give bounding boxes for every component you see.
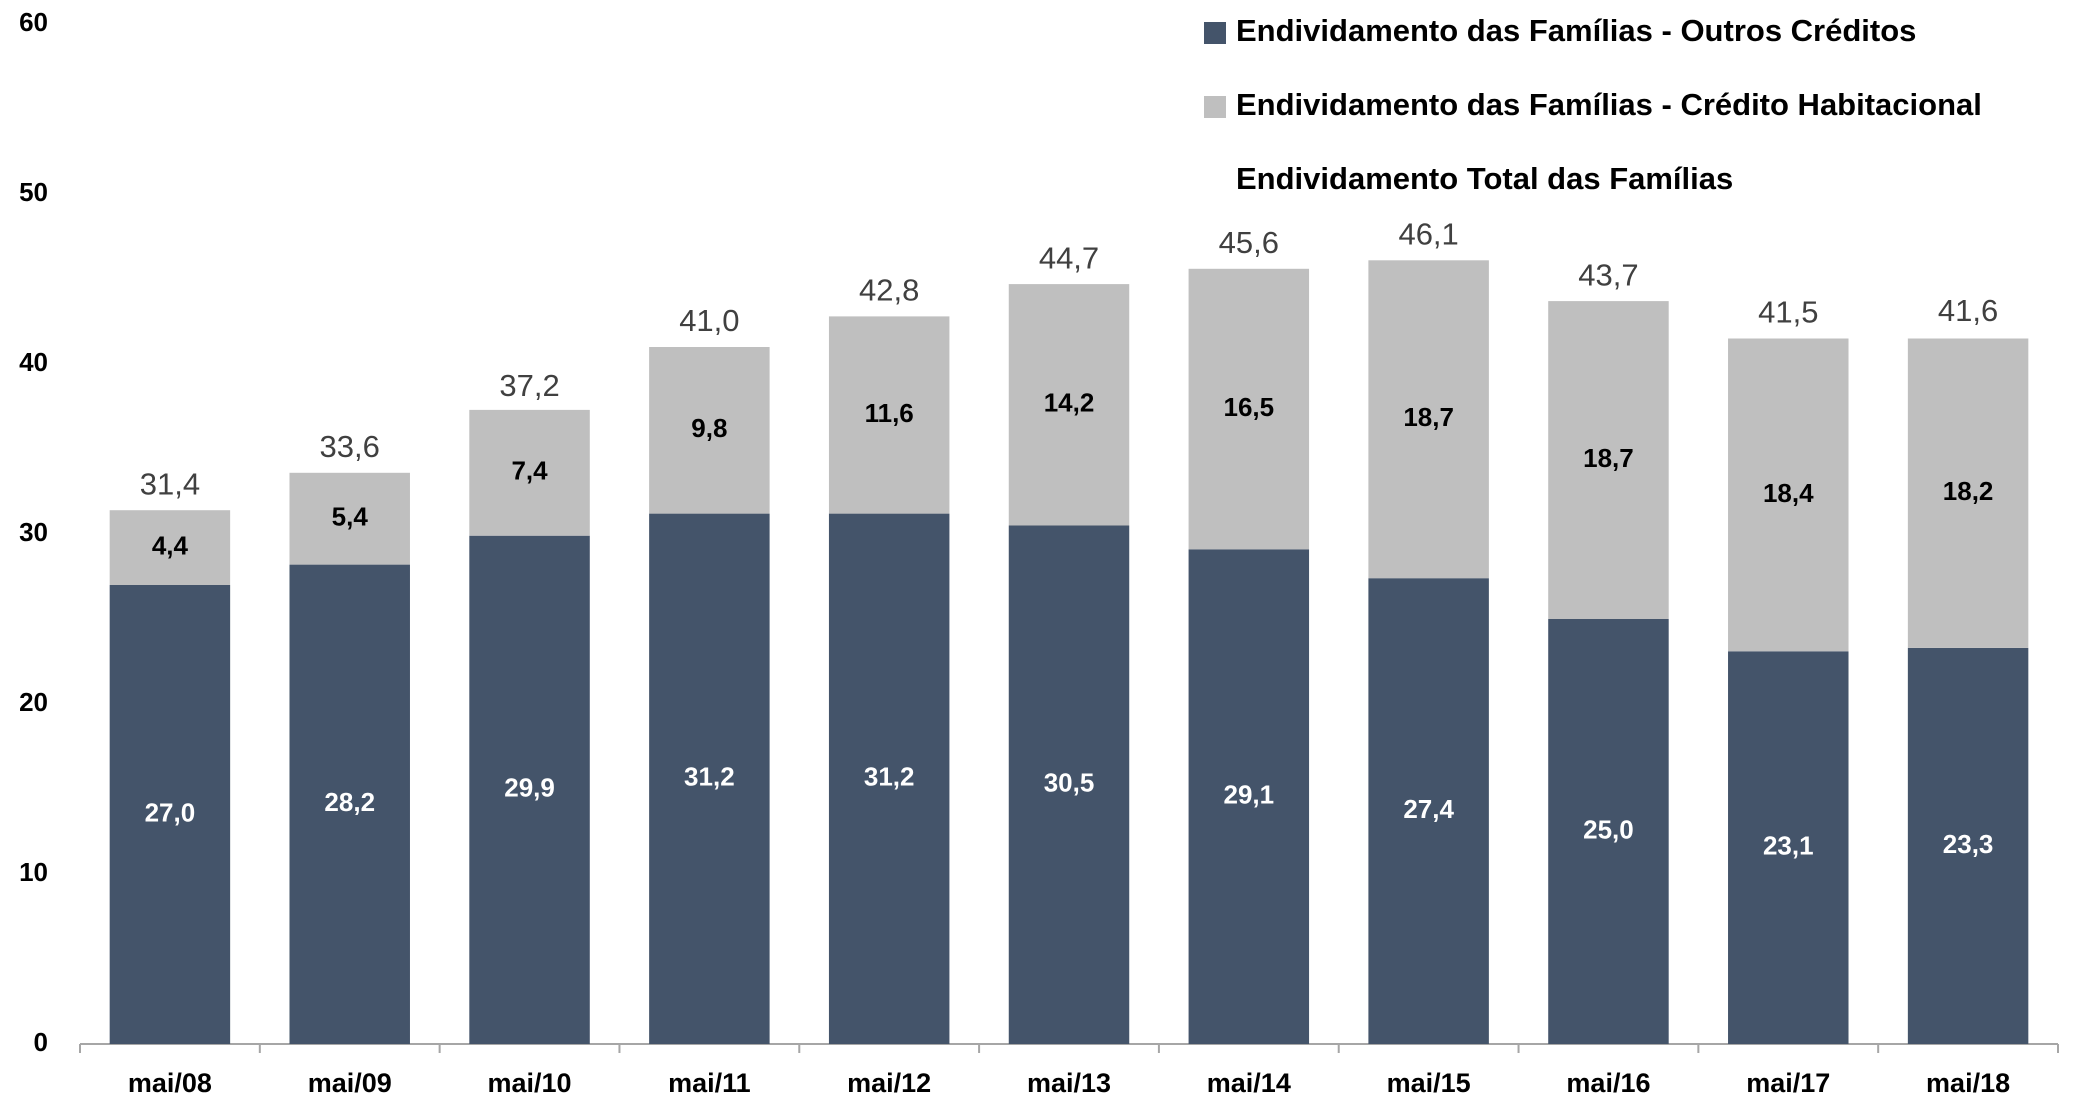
data-label: 23,3 [1943,829,1994,859]
total-label: 37,2 [499,368,559,403]
total-label: 41,5 [1758,295,1818,330]
x-tick-label: mai/12 [847,1068,931,1098]
total-label: 31,4 [140,466,200,501]
bar-segment [1008,525,1130,1044]
bar-segment [1188,549,1310,1044]
data-label: 4,4 [152,530,189,560]
data-label: 23,1 [1763,831,1814,861]
total-label: 44,7 [1039,240,1099,275]
data-label: 18,2 [1943,476,1994,506]
bar-segment [828,316,950,514]
data-label: 31,2 [684,762,735,792]
data-label: 30,5 [1044,768,1095,798]
bar-segment [1907,338,2029,648]
data-label: 14,2 [1044,388,1095,418]
bar-segment [289,564,410,1044]
x-tick-label: mai/09 [308,1068,392,1098]
data-label: 16,5 [1224,392,1275,422]
x-tick-label: mai/08 [128,1068,212,1098]
bar-segment [1368,578,1489,1044]
bar-segment [1728,338,1849,652]
data-label: 27,0 [145,797,196,827]
bar-segment [649,513,770,1044]
x-tick-label: mai/10 [488,1068,572,1098]
data-label: 25,0 [1583,814,1634,844]
y-tick-label: 30 [19,517,48,547]
bar-segment [109,510,231,585]
total-label: 41,6 [1938,293,1998,328]
data-label: 27,4 [1403,794,1454,824]
data-label: 7,4 [511,456,548,486]
total-label: 42,8 [859,273,919,308]
bar-segment [1368,260,1489,579]
bar-segment [1728,651,1849,1044]
total-label: 43,7 [1578,257,1638,292]
data-label: 31,2 [864,762,915,792]
x-tick-label: mai/15 [1387,1068,1471,1098]
data-label: 18,7 [1583,443,1634,473]
legend-swatch [1204,22,1226,44]
bar-segment [1188,268,1310,550]
data-label: 28,2 [324,787,375,817]
x-tick-label: mai/13 [1027,1068,1111,1098]
x-tick-label: mai/18 [1926,1068,2010,1098]
data-label: 11,6 [865,398,914,428]
y-tick-label: 60 [19,7,48,37]
total-label: 46,1 [1398,216,1458,251]
y-tick-label: 10 [19,857,48,887]
y-tick-label: 0 [34,1027,48,1057]
bar-segment [649,347,770,514]
x-tick-label: mai/16 [1566,1068,1650,1098]
y-tick-label: 50 [19,177,48,207]
data-label: 5,4 [332,502,369,532]
x-tick-label: mai/14 [1207,1068,1291,1098]
y-tick-label: 20 [19,687,48,717]
bar-segment [469,535,590,1044]
data-label: 18,7 [1403,402,1454,432]
bar-segment [109,585,231,1044]
total-label: 33,6 [320,429,380,464]
bar-segment [1548,619,1669,1044]
data-label: 29,9 [504,773,555,803]
x-tick-label: mai/17 [1746,1068,1830,1098]
data-label: 29,1 [1224,780,1275,810]
total-label: 41,0 [679,303,739,338]
bar-segment [828,513,950,1044]
bar-segment [1548,301,1669,619]
bar-segment [1907,647,2029,1044]
legend-label: Endividamento Total das Famílias [1236,161,1733,196]
bar-segment [469,409,590,536]
legend-label: Endividamento das Famílias - Outros Créd… [1236,13,1916,48]
bar-segment [289,472,410,565]
legend-label: Endividamento das Famílias - Crédito Hab… [1236,87,1982,122]
legend-swatch [1204,96,1226,118]
bar-segment [1008,284,1130,526]
data-label: 9,8 [691,413,727,443]
total-label: 45,6 [1219,225,1279,260]
y-tick-label: 40 [19,347,48,377]
x-tick-label: mai/11 [668,1068,751,1098]
data-label: 18,4 [1763,478,1814,508]
